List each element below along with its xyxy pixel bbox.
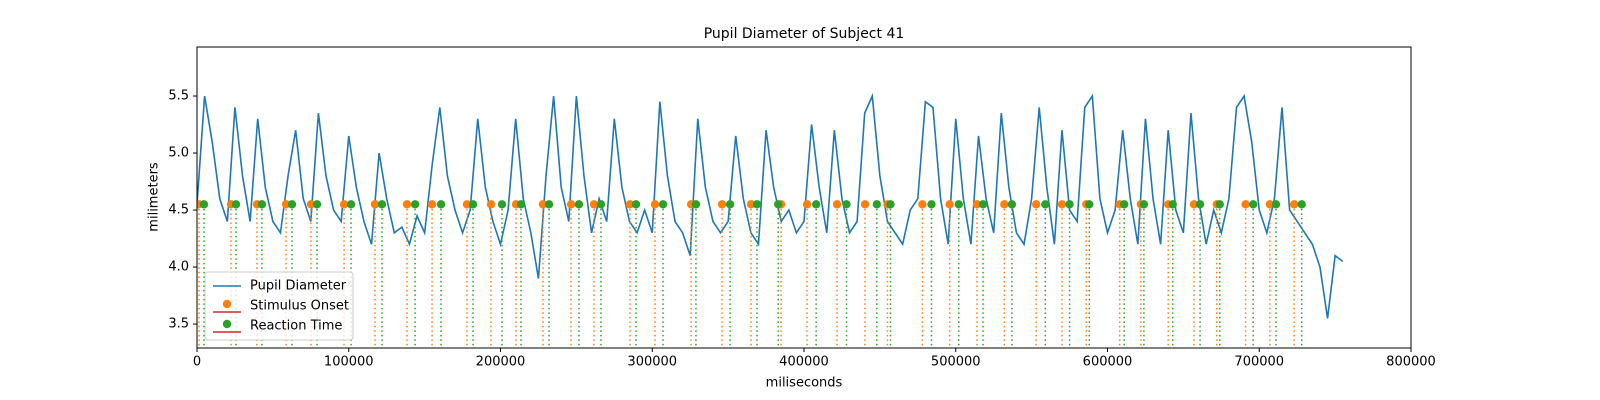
stem-marker <box>306 200 316 209</box>
stem-marker <box>1168 200 1177 209</box>
stem-marker <box>1189 200 1199 209</box>
stem-marker <box>402 200 412 209</box>
stem-marker <box>462 200 472 209</box>
stem-marker <box>574 200 584 209</box>
stem-marker <box>1139 200 1149 209</box>
x-tick-label: 200000 <box>476 355 526 370</box>
pupil-line <box>197 92 1344 319</box>
stem-marker <box>725 200 735 209</box>
stem-marker <box>1195 200 1205 209</box>
stem-marker <box>339 200 349 209</box>
legend-label: Stimulus Onset <box>250 299 349 314</box>
stem-marker <box>832 200 842 209</box>
stem-marker <box>860 200 870 209</box>
x-tick-label: 400000 <box>779 355 829 370</box>
x-tick-label: 800000 <box>1386 355 1436 370</box>
stem-marker <box>231 200 241 209</box>
x-tick-label: 600000 <box>1083 355 1133 370</box>
stem-marker <box>886 200 895 209</box>
x-tick-label: 700000 <box>1234 355 1284 370</box>
y-tick-label: 5.0 <box>168 146 189 161</box>
x-tick-label: 100000 <box>324 355 374 370</box>
stem-marker <box>631 200 641 209</box>
x-axis-label: miliseconds <box>766 376 843 391</box>
legend: Pupil Diameter Stimulus Onset Reaction Tim… <box>204 271 354 341</box>
stem-marker <box>544 200 554 209</box>
x-tick-label: 0 <box>193 355 201 370</box>
x-tick-label: 500000 <box>931 355 981 370</box>
stem-marker <box>625 200 635 209</box>
stem-marker <box>377 200 387 209</box>
y-tick-label: 4.5 <box>168 203 189 218</box>
stem-marker <box>972 200 982 209</box>
stem-marker <box>1041 200 1050 209</box>
stem-marker <box>746 200 756 209</box>
stem-marker <box>589 200 599 209</box>
stem-marker <box>978 200 988 209</box>
stem-marker <box>927 200 936 209</box>
stem-marker <box>1000 200 1009 209</box>
stem-marker <box>1065 200 1074 209</box>
stem-marker <box>199 200 209 209</box>
legend-label: Reaction Time <box>250 319 342 334</box>
stem-marker <box>596 200 606 209</box>
stem-marker <box>918 200 927 209</box>
legend-swatch <box>222 299 232 309</box>
stem-marker <box>486 200 496 209</box>
stem-marker <box>516 200 526 209</box>
stem-marker <box>287 200 297 209</box>
stem-marker <box>281 200 291 209</box>
stem-marker <box>774 200 783 209</box>
stem-marker <box>954 200 963 209</box>
y-tick-label: 3.5 <box>168 317 189 332</box>
stem-marker <box>717 200 727 209</box>
y-tick-label: 5.5 <box>168 89 189 104</box>
plot-area <box>197 92 1344 348</box>
stem-marker <box>566 200 576 209</box>
stem-marker <box>842 200 851 209</box>
stem-marker <box>1031 200 1041 209</box>
stem-marker <box>650 200 660 209</box>
legend-swatch <box>222 319 232 329</box>
stem-marker <box>312 200 322 209</box>
stem-marker <box>1271 200 1281 209</box>
legend-label: Pupil Diameter <box>250 279 347 294</box>
stem-marker <box>497 200 507 209</box>
x-tick-label: 300000 <box>627 355 677 370</box>
stem-marker <box>752 200 762 209</box>
y-axis-label: milimeters <box>147 162 162 232</box>
stem-marker <box>1265 200 1275 209</box>
stem-marker <box>1241 200 1250 209</box>
stem-marker <box>346 200 356 209</box>
stem-marker <box>658 200 668 209</box>
chart-title: Pupil Diameter of Subject 41 <box>704 26 905 42</box>
y-tick-label: 4.0 <box>168 260 189 275</box>
stem-marker <box>1119 200 1129 209</box>
stem-marker <box>538 200 548 209</box>
stem-marker <box>1215 200 1224 209</box>
stem-marker <box>257 200 267 209</box>
stem-marker <box>410 200 420 209</box>
legend-box <box>204 271 354 341</box>
stem-marker <box>1007 200 1017 209</box>
stem-marker <box>468 200 478 209</box>
stem-marker <box>872 200 882 209</box>
stem-marker <box>427 200 437 209</box>
stem-marker <box>945 200 954 209</box>
stem-marker <box>1289 200 1299 209</box>
stem-marker <box>1085 200 1094 209</box>
stem-marker <box>370 200 380 209</box>
stem-marker <box>1248 200 1258 209</box>
stem-marker <box>811 200 821 209</box>
stem-marker <box>1297 200 1306 209</box>
stem-marker <box>436 200 446 209</box>
stem-marker <box>691 200 701 209</box>
stem-marker <box>1057 200 1067 209</box>
stem-marker <box>802 200 812 209</box>
